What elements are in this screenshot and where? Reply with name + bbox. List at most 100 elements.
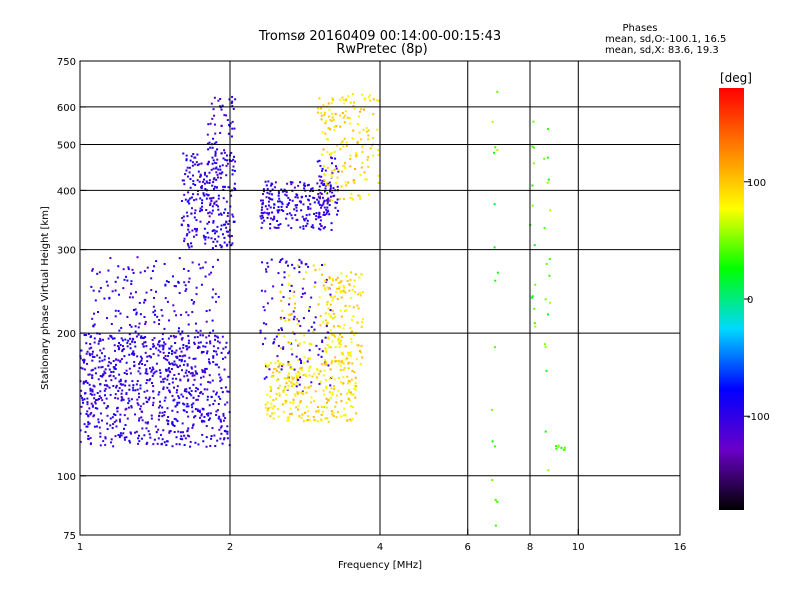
data-point (303, 182, 306, 185)
data-point (184, 173, 187, 176)
data-point (202, 440, 205, 443)
data-point (118, 329, 121, 332)
data-point (186, 434, 189, 437)
data-point (300, 359, 303, 362)
data-point (222, 188, 225, 191)
data-point (280, 368, 283, 371)
data-point (343, 367, 346, 370)
data-point (213, 350, 216, 353)
data-point (194, 365, 197, 368)
data-point (140, 335, 143, 338)
data-point (316, 111, 319, 114)
data-point (327, 115, 330, 118)
data-point (310, 343, 313, 346)
data-point (195, 293, 198, 296)
data-point (320, 182, 323, 185)
data-point (329, 368, 332, 371)
data-point (306, 386, 309, 389)
data-point (320, 419, 323, 422)
data-point (135, 383, 138, 386)
data-point (114, 377, 117, 380)
data-point (352, 393, 355, 396)
data-point (158, 323, 161, 326)
data-point (96, 407, 99, 410)
data-point (322, 211, 325, 214)
data-point (325, 406, 328, 409)
data-point (120, 326, 123, 329)
data-point (293, 186, 296, 189)
data-point (320, 114, 323, 117)
data-point (126, 417, 129, 420)
data-point (263, 219, 266, 222)
data-point (191, 311, 194, 314)
data-point (175, 349, 178, 352)
data-point (182, 343, 185, 346)
data-point (272, 399, 275, 402)
data-point (158, 400, 161, 403)
data-point (343, 164, 346, 167)
data-point (215, 200, 218, 203)
data-point (287, 196, 290, 199)
data-point (345, 98, 348, 101)
data-point (140, 359, 143, 362)
data-point (231, 95, 234, 98)
data-point (219, 419, 222, 422)
data-point (209, 340, 212, 343)
data-point (491, 408, 494, 411)
colorbar-tick-label: 0 (747, 295, 753, 306)
data-point (79, 357, 82, 360)
data-point (294, 214, 297, 217)
data-point (187, 199, 190, 202)
data-point (280, 318, 283, 321)
data-point (103, 370, 106, 373)
data-point (265, 323, 268, 326)
data-point (544, 346, 547, 349)
data-point (274, 181, 277, 184)
data-point (164, 354, 167, 357)
data-point (194, 209, 197, 212)
data-point (318, 194, 321, 197)
data-point (159, 433, 162, 436)
data-point (88, 383, 91, 386)
data-point (171, 377, 174, 380)
data-point (377, 174, 380, 177)
data-point (158, 344, 161, 347)
data-point (182, 395, 185, 398)
data-point (123, 355, 126, 358)
data-point (273, 203, 276, 206)
data-point (79, 429, 82, 432)
data-point (201, 433, 204, 436)
data-point (150, 370, 153, 373)
data-point (285, 400, 288, 403)
data-point (200, 185, 203, 188)
data-point (182, 431, 185, 434)
data-point (322, 104, 325, 107)
data-point (285, 382, 288, 385)
data-point (206, 350, 209, 353)
data-point (336, 185, 339, 188)
data-point (285, 260, 288, 263)
data-point (131, 340, 134, 343)
data-point (158, 414, 161, 417)
data-point (305, 419, 308, 422)
data-point (494, 346, 497, 349)
data-point (316, 367, 319, 370)
data-point (146, 401, 149, 404)
data-point (233, 182, 236, 185)
data-point (143, 390, 146, 393)
data-point (272, 206, 275, 209)
data-point (531, 184, 534, 187)
data-point (263, 309, 266, 312)
data-point (323, 393, 326, 396)
data-point (101, 399, 104, 402)
data-point (337, 170, 340, 173)
data-point (109, 393, 112, 396)
data-point (305, 224, 308, 227)
data-point (166, 419, 169, 422)
data-point (318, 175, 321, 178)
data-point (329, 314, 332, 317)
data-point (194, 370, 197, 373)
data-point (110, 379, 113, 382)
data-point (227, 223, 230, 226)
